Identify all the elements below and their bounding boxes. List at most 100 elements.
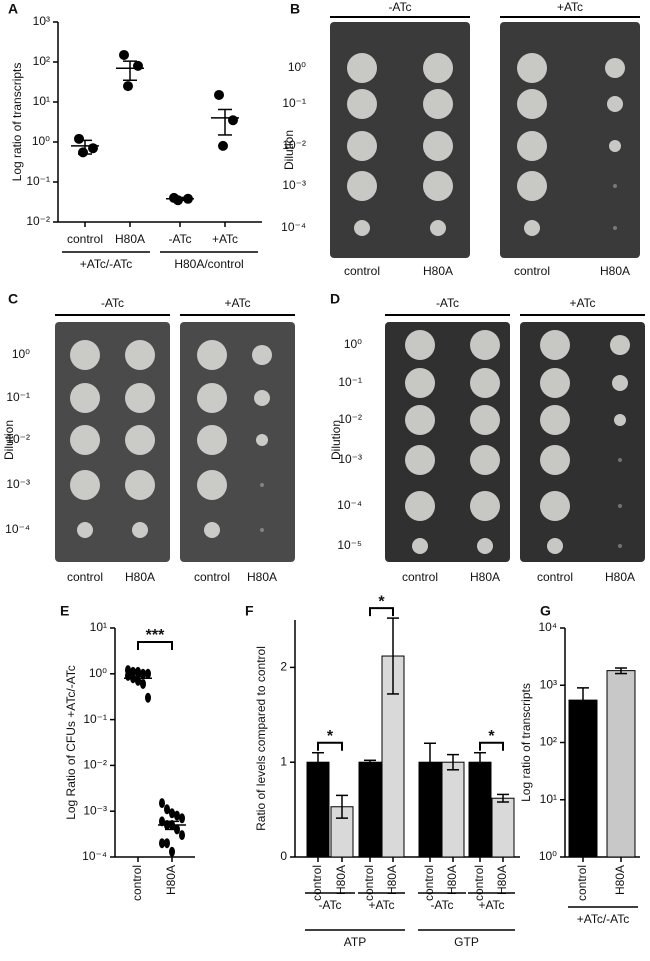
bar (606, 670, 636, 858)
y-tick-label: 10⁻² (26, 214, 50, 228)
y-tick-label: 10¹ (90, 620, 107, 634)
dilution-label: 10⁻¹ (282, 96, 306, 110)
data-point (78, 147, 88, 158)
y-tick-label: 10¹ (540, 792, 557, 806)
y-tick-label: 10³ (33, 14, 50, 28)
bar (306, 761, 330, 858)
group-label: +ATc (478, 898, 504, 912)
data-point (164, 804, 170, 815)
condition-label: -ATc (388, 0, 411, 14)
x-tick-label: control (575, 865, 589, 901)
y-axis-label: Log Ratio of CFUs +ATc/-ATc (64, 665, 78, 820)
column-label: H80A (605, 570, 635, 584)
colony-spot (605, 58, 625, 78)
colony-spot (347, 171, 377, 201)
dilution-label: 10⁰ (344, 337, 362, 351)
condition-label: +ATc (224, 296, 250, 310)
colony-spot (618, 504, 622, 508)
colony-spot (260, 483, 264, 487)
y-axis-label: Ratio of levels compared to control (254, 646, 268, 831)
y-tick-label: 10⁰ (89, 666, 107, 680)
panel-letter: C (8, 291, 18, 307)
colony-spot (613, 184, 617, 188)
column-label: control (537, 570, 573, 584)
data-point (169, 846, 175, 857)
dilution-label: 10⁻⁴ (281, 220, 306, 234)
significance-bracket (369, 607, 394, 617)
dilution-label: 10⁻² (282, 138, 306, 152)
bar (468, 761, 492, 858)
significance-bracket (137, 641, 173, 650)
axis-label: Dilution (2, 420, 16, 460)
y-tick-label: 10⁻³ (83, 803, 107, 817)
colony-spot (477, 538, 493, 554)
dilution-label: 10⁰ (12, 347, 30, 361)
colony-spot (517, 53, 547, 83)
significance-label: *** (146, 627, 165, 644)
y-tick-label: 10⁰ (539, 849, 557, 863)
data-point (145, 692, 151, 703)
bar (441, 761, 465, 858)
plate-photo (55, 322, 170, 562)
x-tick-label: H80A (334, 865, 348, 895)
x-tick-label: H80A (613, 865, 627, 895)
axis-label: Dilution (282, 130, 296, 170)
dilution-label: 10⁻² (6, 432, 30, 446)
colony-spot (540, 330, 570, 360)
colony-spot (125, 340, 155, 370)
group-label: +ATc (368, 898, 394, 912)
dilution-label: 10⁻⁴ (5, 522, 30, 536)
colony-spot (405, 405, 435, 435)
panel-letter: E (60, 603, 69, 619)
colony-spot (517, 131, 547, 161)
data-point (119, 49, 129, 60)
column-label: control (344, 264, 380, 278)
colony-spot (77, 522, 93, 538)
colony-spot (540, 368, 570, 398)
column-label: H80A (600, 264, 630, 278)
colony-spot (405, 330, 435, 360)
dilution-label: 10⁻¹ (338, 375, 362, 389)
dilution-label: 10⁻² (338, 412, 362, 426)
bar (358, 761, 382, 858)
data-point (169, 808, 175, 819)
column-label: H80A (247, 570, 277, 584)
colony-spot (610, 335, 630, 355)
colony-spot (125, 470, 155, 500)
colony-spot (470, 368, 500, 398)
column-label: H80A (470, 570, 500, 584)
bar (491, 797, 515, 858)
data-point (145, 668, 151, 679)
dilution-label: 10⁰ (288, 60, 306, 74)
colony-spot (405, 445, 435, 475)
condition-label: -ATc (436, 296, 459, 310)
column-label: control (402, 570, 438, 584)
colony-spot (347, 131, 377, 161)
colony-spot (524, 220, 540, 236)
column-label: control (514, 264, 550, 278)
dilution-label: 10⁻⁵ (337, 538, 362, 552)
data-point (159, 816, 165, 827)
colony-spot (613, 226, 617, 230)
colony-spot (70, 470, 100, 500)
x-tick-label: +ATc (212, 232, 238, 246)
significance-label: * (488, 728, 495, 745)
significance-bracket (479, 741, 504, 751)
bar (568, 699, 598, 858)
data-point (74, 133, 84, 144)
dilution-label: 10⁻¹ (6, 390, 30, 404)
colony-spot (354, 220, 370, 236)
plate-photo (520, 322, 645, 562)
y-axis-label: Log ratio of transcripts (10, 63, 24, 182)
group-label: -ATc (430, 898, 453, 912)
panel-letter: F (245, 603, 254, 619)
colony-spot (70, 425, 100, 455)
y-tick-label: 10⁻¹ (26, 174, 50, 188)
axis-label: Dilution (329, 420, 343, 460)
colony-spot (609, 140, 621, 152)
condition-label: -ATc (101, 296, 124, 310)
y-tick-label: 10⁰ (32, 134, 50, 148)
panel-letter: G (540, 603, 551, 619)
colony-spot (614, 414, 626, 426)
supergroup-label: GTP (454, 935, 479, 949)
